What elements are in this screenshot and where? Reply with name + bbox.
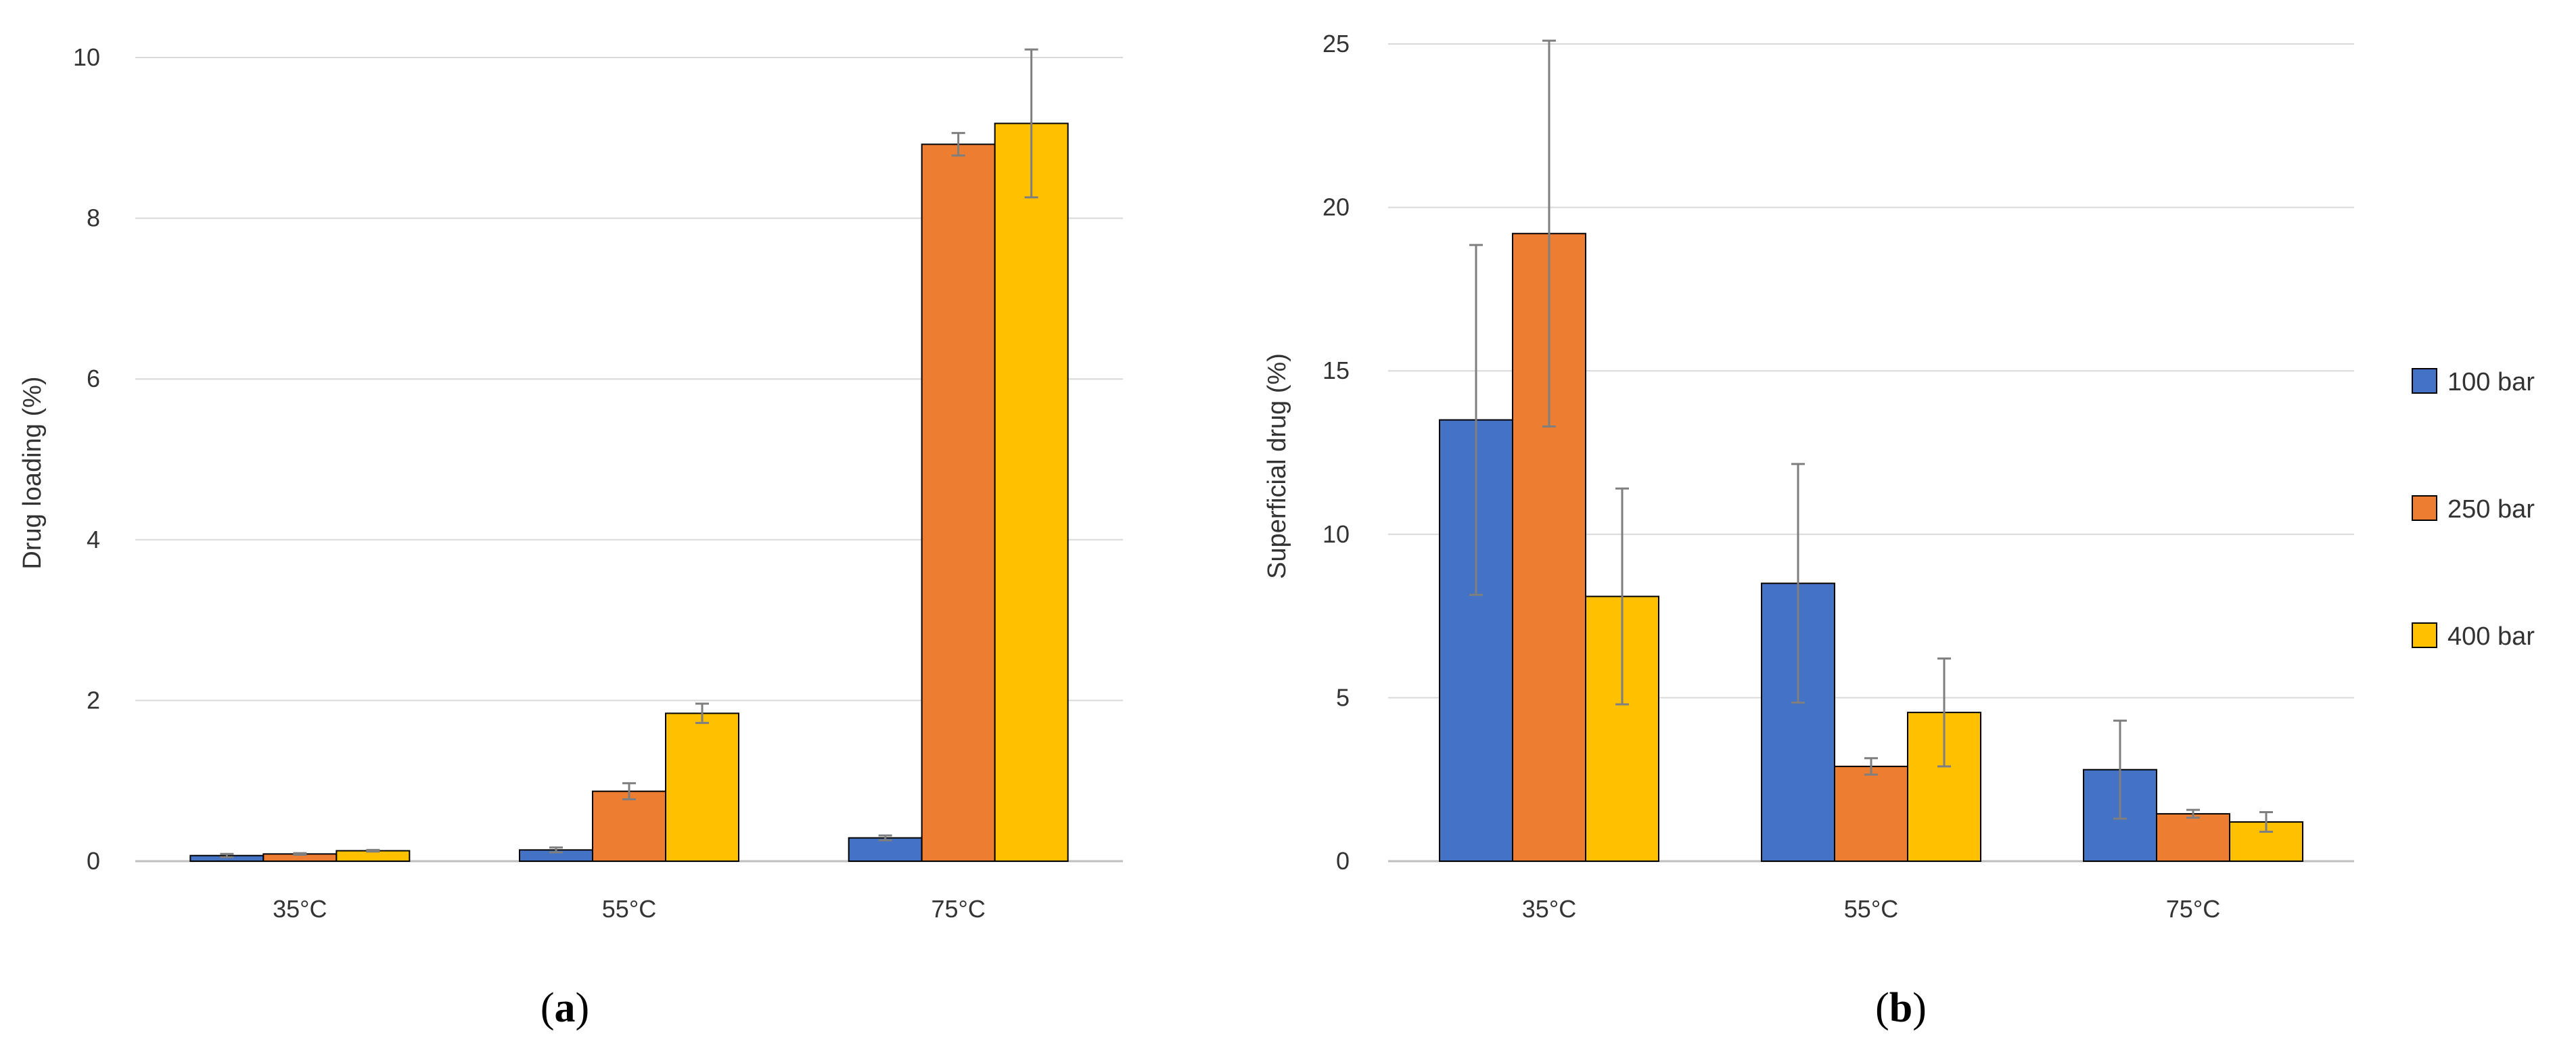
x-tick-label: 75°C: [2166, 895, 2220, 923]
y-axis-title: Superficial drug (%): [1263, 353, 1291, 579]
legend-label: 400 bar: [2447, 622, 2535, 651]
panel-label-a-letter: a: [555, 985, 576, 1031]
bar: [994, 122, 1069, 862]
x-tick-label: 55°C: [602, 895, 656, 923]
y-tick-label: 25: [1322, 30, 1350, 58]
panel-label-a: (a): [540, 985, 589, 1031]
legend-label: 100 bar: [2447, 368, 2535, 396]
y-tick-label: 15: [1322, 357, 1350, 384]
legend-swatch: [2412, 495, 2437, 521]
y-axis-title: Drug loading (%): [18, 376, 47, 569]
x-tick-label: 75°C: [931, 895, 985, 923]
y-tick-label: 10: [73, 43, 100, 71]
legend: 100 bar 250 bar 400 bar: [2412, 368, 2535, 651]
x-tick-label: 35°C: [1522, 895, 1576, 923]
bar: [592, 790, 666, 863]
y-tick-label: 10: [1322, 520, 1350, 548]
y-tick-label: 0: [1336, 847, 1350, 875]
chart-panel-b: 0 5 10 15 20 25 Superficial drug (%) 35°C 55°C 75…: [1263, 30, 2354, 923]
y-tick-label: 0: [87, 847, 100, 875]
legend-label: 250 bar: [2447, 495, 2535, 524]
bar: [921, 143, 996, 863]
y-tick-label: 8: [87, 204, 100, 232]
y-tick-label: 2: [87, 686, 100, 714]
bar: [2156, 812, 2230, 863]
panel-label-b: (b): [1875, 985, 1927, 1031]
panel-label-b-letter: b: [1889, 985, 1912, 1031]
bar: [665, 712, 739, 862]
chart-panel-a: 0 2 4 6 8 10 Drug loading (%) 35°C 55°C 75°C: [18, 43, 1123, 923]
x-tick-label: 35°C: [273, 895, 327, 923]
y-tick-label: 20: [1322, 193, 1350, 221]
legend-swatch: [2412, 622, 2437, 648]
legend-swatch: [2412, 368, 2437, 394]
y-tick-label: 4: [87, 526, 100, 553]
bar: [1834, 765, 1908, 862]
x-tick-label: 55°C: [1844, 895, 1898, 923]
y-tick-label: 6: [87, 365, 100, 392]
y-tick-label: 5: [1336, 683, 1350, 711]
bar: [848, 837, 923, 862]
